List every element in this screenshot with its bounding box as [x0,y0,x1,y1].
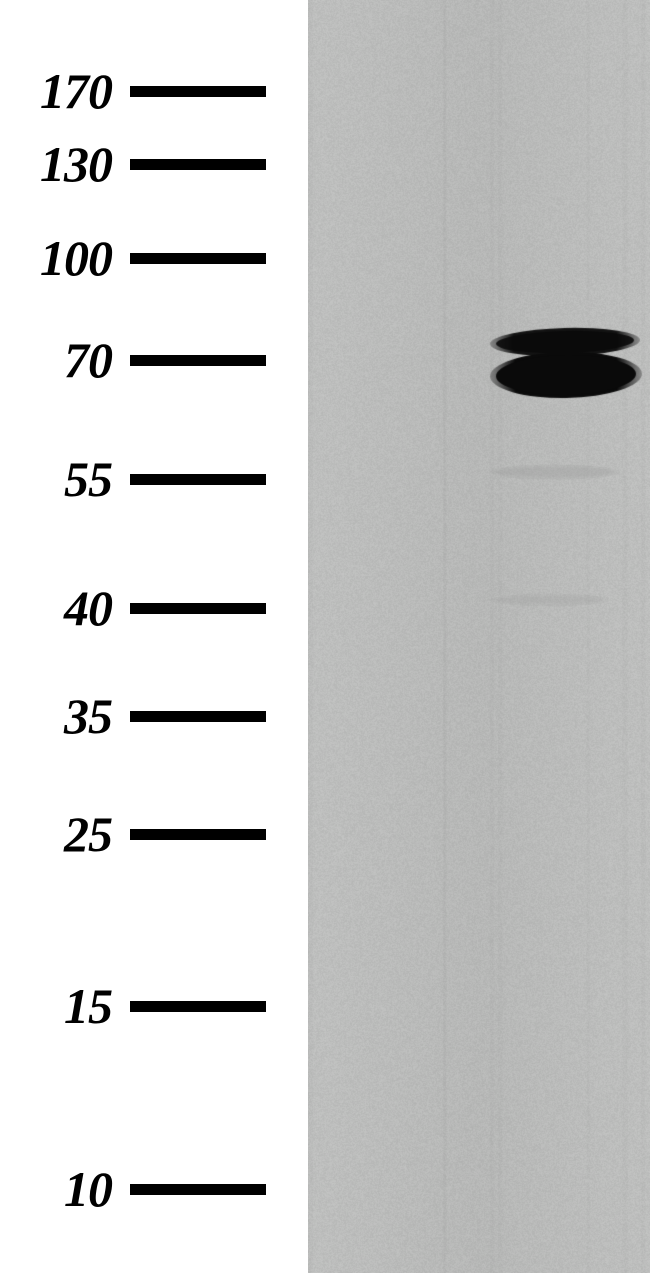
ladder-tick [130,86,266,97]
western-blot-membrane [308,0,650,1273]
ladder-label: 35 [0,687,130,745]
ladder-tick [130,1001,266,1012]
ladder-marker-15: 15 [0,977,300,1035]
ladder-marker-55: 55 [0,450,300,508]
ladder-label: 100 [0,229,130,287]
ladder-tick [130,829,266,840]
ladder-marker-100: 100 [0,229,300,287]
ladder-tick [130,253,266,264]
ladder-tick [130,474,266,485]
ladder-label: 25 [0,805,130,863]
ladder-tick [130,711,266,722]
ladder-label: 40 [0,579,130,637]
ladder-marker-170: 170 [0,62,300,120]
ladder-label: 10 [0,1160,130,1218]
ladder-label: 130 [0,135,130,193]
ladder-marker-70: 70 [0,331,300,389]
blot-canvas [308,0,650,1273]
ladder-tick [130,355,266,366]
ladder-tick [130,603,266,614]
ladder-tick [130,159,266,170]
ladder-marker-35: 35 [0,687,300,745]
ladder-label: 15 [0,977,130,1035]
ladder-marker-25: 25 [0,805,300,863]
molecular-weight-ladder: 170 130 100 70 55 40 35 25 15 10 [0,0,300,1273]
ladder-label: 170 [0,62,130,120]
ladder-marker-10: 10 [0,1160,300,1218]
ladder-label: 55 [0,450,130,508]
ladder-marker-130: 130 [0,135,300,193]
ladder-label: 70 [0,331,130,389]
ladder-marker-40: 40 [0,579,300,637]
ladder-tick [130,1184,266,1195]
